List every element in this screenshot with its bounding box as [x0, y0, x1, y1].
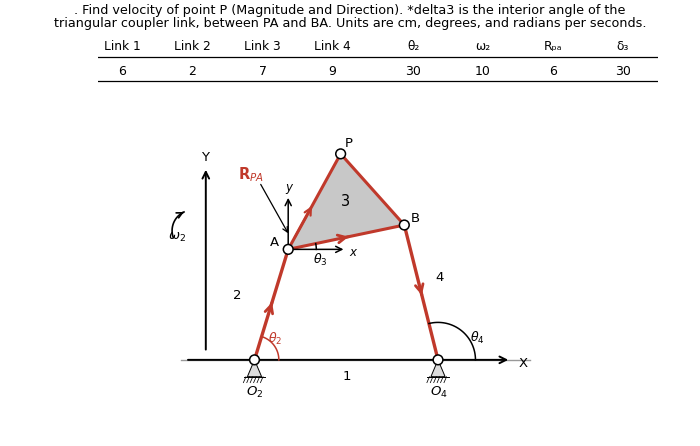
Text: $\theta_3$: $\theta_3$ — [312, 252, 327, 268]
Text: P: P — [344, 137, 352, 150]
Text: $\theta_2$: $\theta_2$ — [267, 331, 282, 347]
Polygon shape — [431, 360, 445, 377]
Circle shape — [284, 244, 293, 254]
Circle shape — [400, 220, 410, 230]
Text: θ₂: θ₂ — [407, 40, 419, 53]
Text: x: x — [349, 246, 356, 259]
Text: 6: 6 — [549, 65, 557, 78]
Circle shape — [336, 149, 346, 159]
Text: Link 2: Link 2 — [174, 40, 211, 53]
Text: A: A — [270, 235, 279, 248]
Text: $\mathbf{R}_{PA}$: $\mathbf{R}_{PA}$ — [237, 165, 263, 184]
Text: triangular coupler link, between PA and BA. Units are cm, degrees, and radians p: triangular coupler link, between PA and … — [54, 17, 646, 30]
Text: $\omega_2$: $\omega_2$ — [168, 231, 186, 244]
Text: 7: 7 — [258, 65, 267, 78]
Text: Y: Y — [202, 151, 209, 164]
Text: B: B — [411, 212, 420, 225]
Text: 1: 1 — [342, 371, 351, 384]
Text: 30: 30 — [405, 65, 421, 78]
Text: $O_4$: $O_4$ — [430, 384, 447, 400]
Text: Link 3: Link 3 — [244, 40, 281, 53]
Text: 2: 2 — [233, 289, 242, 302]
Text: Link 4: Link 4 — [314, 40, 351, 53]
Text: y: y — [285, 182, 292, 194]
Text: 3: 3 — [341, 194, 350, 209]
Text: X: X — [519, 357, 528, 370]
Text: 9: 9 — [328, 65, 337, 78]
Text: Link 1: Link 1 — [104, 40, 141, 53]
Polygon shape — [288, 154, 405, 249]
Text: δ₃: δ₃ — [617, 40, 629, 53]
Text: 6: 6 — [118, 65, 127, 78]
Text: $\theta_4$: $\theta_4$ — [470, 330, 484, 346]
Text: Rₚₐ: Rₚₐ — [544, 40, 562, 53]
Text: . Find velocity of point P (Magnitude and Direction). *delta3 is the interior an: . Find velocity of point P (Magnitude an… — [74, 4, 626, 17]
Text: 4: 4 — [435, 271, 444, 284]
Text: $O_2$: $O_2$ — [246, 384, 264, 400]
Circle shape — [250, 355, 260, 365]
Polygon shape — [247, 360, 262, 377]
Circle shape — [433, 355, 443, 365]
Text: 10: 10 — [475, 65, 491, 78]
Text: 30: 30 — [615, 65, 631, 78]
Text: 2: 2 — [188, 65, 197, 78]
Text: ω₂: ω₂ — [475, 40, 491, 53]
